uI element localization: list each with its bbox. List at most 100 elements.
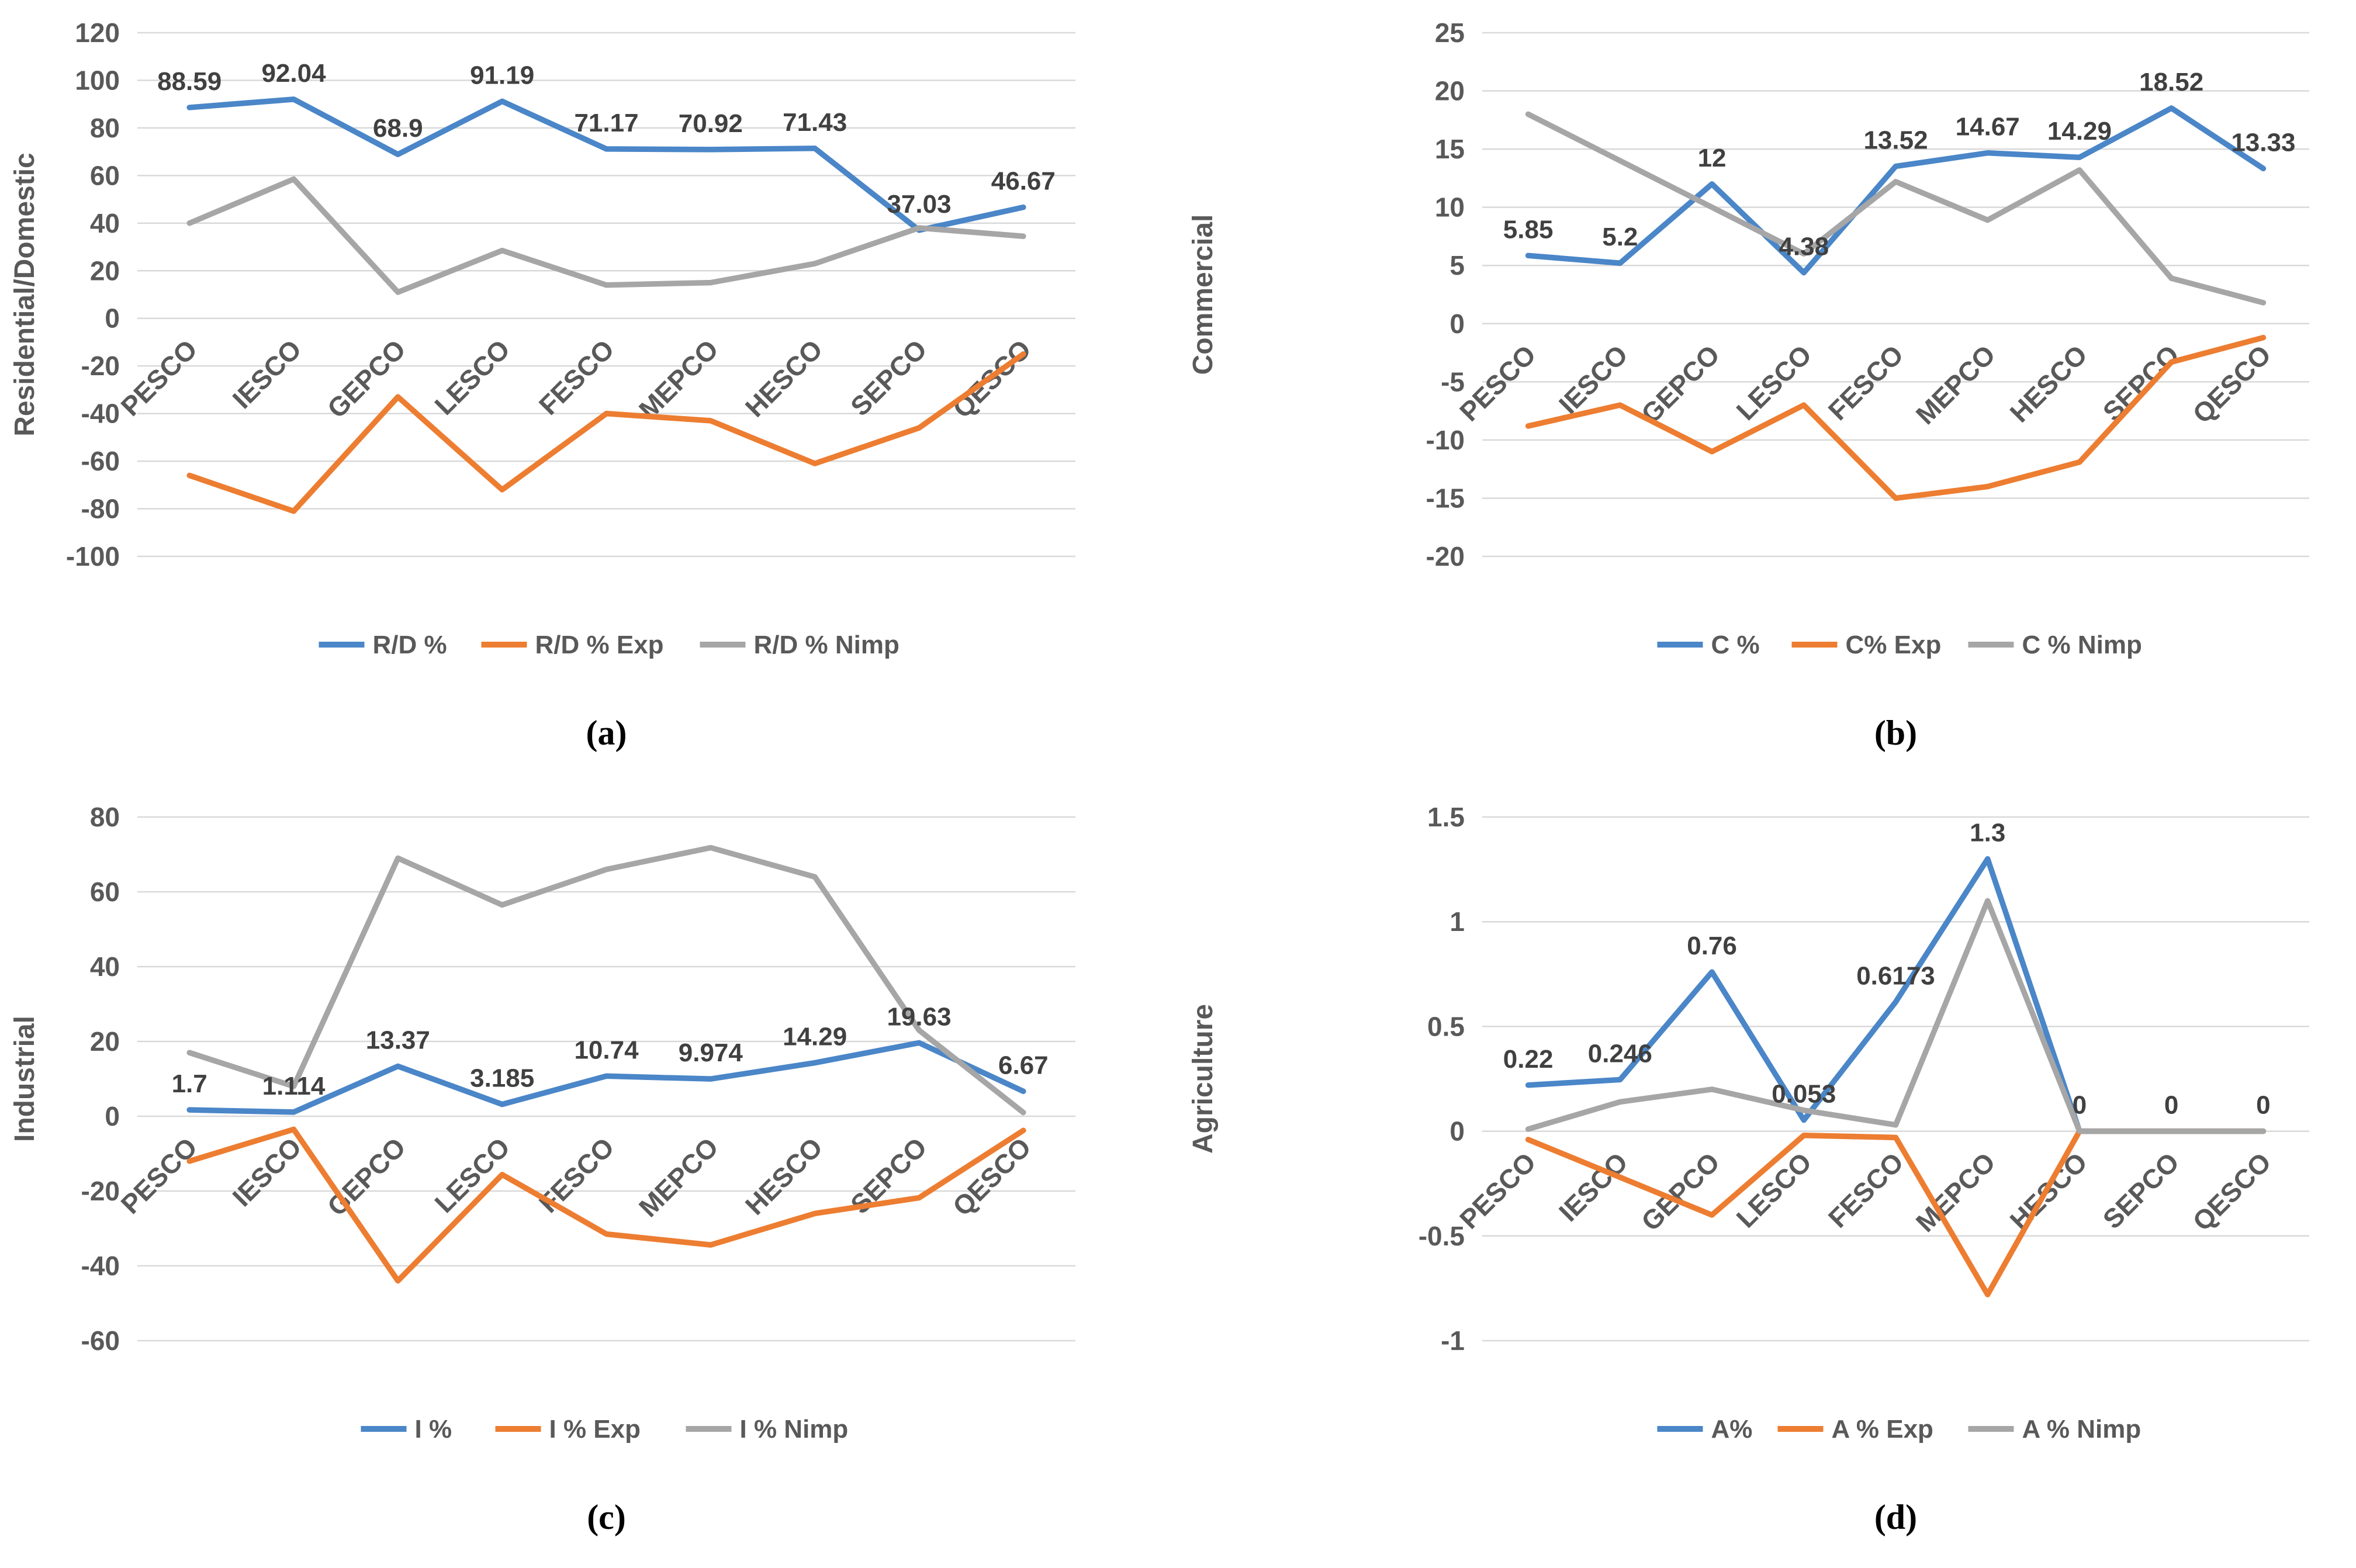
y-tick-label: -80 (81, 494, 120, 524)
y-axis-title: Commercial (1188, 214, 1219, 375)
data-label: 68.9 (373, 114, 423, 143)
gridlines (1482, 816, 2309, 1342)
data-label: 9.974 (679, 1039, 743, 1067)
data-label: 91.19 (470, 61, 534, 89)
line-chart: 120 100 80 60 40 20 0 -20 -40 -60 -80 -100 Residenti… (9, 18, 1075, 659)
x-category-label: FESCO (1822, 1147, 1909, 1234)
data-label: 5.2 (1602, 223, 1638, 251)
series-line-C % (1525, 105, 2267, 276)
y-tick-label: 1.5 (1427, 802, 1465, 832)
y-axis-title: Industrial (9, 1016, 40, 1142)
legend: C % C% Exp C % Nimp (1657, 631, 2142, 659)
data-label: 0.6173 (1856, 961, 1935, 990)
y-tick-label: -20 (81, 1176, 120, 1206)
y-tick-label: 100 (75, 65, 120, 95)
y-tick-label: 40 (90, 208, 120, 238)
legend-label: C % (1711, 631, 1760, 659)
y-tick-label: -100 (66, 541, 120, 572)
y-tick-label: 60 (90, 160, 120, 191)
line-chart: 80 60 40 20 0 -20 -40 -60 Industrial PESCO IESCO GE… (9, 802, 1075, 1444)
y-tick-label: -5 (1441, 366, 1465, 397)
x-category-label: HESCO (2004, 339, 2093, 428)
data-label: 70.92 (679, 109, 743, 138)
y-axis-title: Residential/Domestic (9, 153, 40, 436)
series-data-labels-A%: 0.22 0.246 0.76 0.053 0.6173 1.3 0 0 0 (1503, 819, 2271, 1120)
legend-label: R/D % Nimp (754, 631, 899, 659)
y-axis-tick-labels: 120 100 80 60 40 20 0 -20 -40 -60 -80 -100 (66, 18, 120, 572)
y-axis-tick-labels: 80 60 40 20 0 -20 -40 -60 (81, 802, 120, 1356)
y-tick-label: 40 (90, 951, 120, 982)
x-axis-category-labels: PESCO IESCO GEPCO LESCO FESCO MEPCO HESCO SEPCO… (115, 1131, 1037, 1223)
series-line-A% (1525, 856, 2267, 1134)
legend-label: R/D % Exp (535, 631, 664, 659)
data-label: 46.67 (991, 167, 1056, 196)
data-label: 1.3 (1970, 819, 2005, 847)
y-tick-label: 0 (105, 303, 120, 334)
data-label: 88.59 (157, 67, 222, 96)
panel-c: 80 60 40 20 0 -20 -40 -60 Industrial PESCO IESCO GE… (0, 784, 1178, 1568)
series-line-I % Exp (186, 1126, 1026, 1284)
panel-c-caption: (c) (587, 1498, 626, 1536)
y-tick-label: 10 (1435, 192, 1465, 223)
x-category-label: MEPCO (633, 334, 724, 425)
x-category-label: LESCO (428, 334, 516, 421)
legend: I % I % Exp I % Nimp (361, 1415, 848, 1444)
legend-label: A % Nimp (2022, 1415, 2141, 1444)
chart-residential-domestic: 120 100 80 60 40 20 0 -20 -40 -60 -80 -100 Residenti… (0, 8, 1178, 686)
y-tick-label: 20 (1435, 76, 1465, 106)
data-label: 14.67 (1956, 113, 2020, 141)
data-label: 13.52 (1863, 126, 1928, 155)
y-axis-tick-labels: 25 20 15 10 5 0 -5 -10 -15 -20 (1426, 18, 1465, 572)
y-tick-label: 80 (90, 802, 120, 832)
data-label: 13.37 (366, 1026, 430, 1054)
y-tick-label: 1 (1449, 906, 1465, 937)
y-tick-label: 20 (90, 255, 120, 286)
y-tick-label: -20 (81, 351, 120, 381)
series-line-C % Nimp (1525, 111, 2267, 306)
data-label: 0.053 (1772, 1080, 1836, 1109)
x-category-label: PESCO (115, 334, 203, 422)
panel-a-caption: (a) (586, 714, 627, 752)
x-category-label: HESCO (739, 1131, 828, 1220)
legend: A% A % Exp A % Nimp (1657, 1415, 2141, 1444)
x-category-label: MEPCO (633, 1131, 724, 1223)
data-label: 1.114 (262, 1072, 326, 1100)
legend-label: C % Nimp (2022, 631, 2142, 659)
y-tick-label: 0.5 (1427, 1011, 1465, 1041)
series-line-R/D % Exp (186, 351, 1026, 514)
data-label: 10.74 (574, 1036, 639, 1064)
y-tick-label: -15 (1426, 483, 1465, 513)
legend: R/D % R/D % Exp R/D % Nimp (319, 631, 899, 659)
series-line-R/D % (186, 96, 1026, 233)
series-line-I % Nimp (186, 844, 1026, 1116)
legend-label: I % Exp (549, 1415, 641, 1444)
data-label: 4.38 (1779, 233, 1829, 261)
x-category-label: PESCO (115, 1131, 203, 1220)
data-label: 0 (2073, 1091, 2087, 1120)
series-data-labels-C %: 5.85 5.2 12 4.38 13.52 14.67 14.29 18.52 13.33 (1503, 68, 2296, 261)
y-tick-label: 0 (105, 1101, 120, 1131)
data-label: 92.04 (261, 59, 326, 88)
y-tick-label: 0 (1449, 309, 1465, 339)
y-tick-label: 20 (90, 1026, 120, 1057)
series-data-labels-R/D %: 88.59 92.04 68.9 91.19 71.17 70.92 71.43 37.03 4… (157, 59, 1056, 219)
y-tick-label: 15 (1435, 134, 1465, 164)
data-label: 0.76 (1687, 932, 1737, 960)
data-label: 0 (2256, 1091, 2270, 1120)
series-line-I % (186, 1040, 1026, 1115)
panel-b-caption: (b) (1874, 714, 1918, 752)
series-line-R/D % Nimp (186, 176, 1026, 295)
y-tick-label: 120 (75, 18, 120, 48)
legend-label: R/D % (373, 631, 447, 659)
data-label: 0.22 (1503, 1045, 1554, 1074)
y-axis-title: Agriculture (1188, 1004, 1219, 1154)
data-label: 0.246 (1588, 1039, 1652, 1068)
x-category-label: MEPCO (1910, 339, 2001, 430)
y-tick-label: -40 (81, 1251, 120, 1281)
x-category-label: GEPCO (321, 1131, 411, 1221)
data-label: 18.52 (2139, 68, 2203, 96)
x-category-label: QESCO (947, 1131, 1037, 1221)
data-label: 3.185 (470, 1064, 534, 1093)
chart-commercial: 25 20 15 10 5 0 -5 -10 -15 -20 Commercial PESCO IESC… (1178, 8, 2356, 686)
